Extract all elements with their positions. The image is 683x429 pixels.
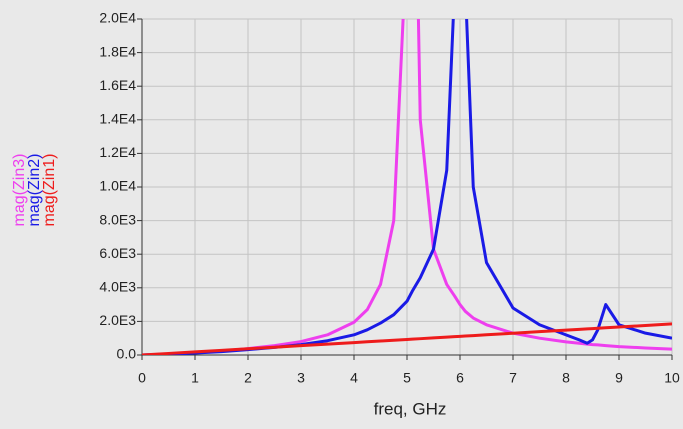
y-tick-label: 2.0E4 <box>99 10 136 26</box>
y-tick-label: 1.8E4 <box>99 43 136 59</box>
series-line <box>142 322 672 355</box>
x-tick-label: 0 <box>138 370 146 386</box>
grid <box>137 18 673 360</box>
y-tick-label: 6.0E3 <box>99 245 136 261</box>
y-tick-label: 1.0E4 <box>99 178 136 194</box>
legend-label: mag(Zin1) <box>41 154 58 227</box>
y-tick-label: 1.4E4 <box>99 111 136 127</box>
x-tick-label: 2 <box>244 370 252 386</box>
legend-label: mag(Zin3) <box>11 154 28 227</box>
x-tick-label: 10 <box>664 370 680 386</box>
x-tick-label: 6 <box>456 370 464 386</box>
y-tick-label: 4.0E3 <box>99 279 136 295</box>
x-tick-label: 8 <box>562 370 570 386</box>
y-tick-label: 8.0E3 <box>99 211 136 227</box>
x-tick-label: 5 <box>403 370 411 386</box>
y-tick-label: 1.6E4 <box>99 77 136 93</box>
x-tick-label: 1 <box>191 370 199 386</box>
x-tick-label: 4 <box>350 370 358 386</box>
x-tick-label: 9 <box>615 370 623 386</box>
y-tick-label: 2.0E3 <box>99 312 136 328</box>
plot-area <box>142 19 672 355</box>
x-axis-label: freq, GHz <box>374 399 447 418</box>
x-tick-label: 3 <box>297 370 305 386</box>
series-line <box>142 19 672 355</box>
y-tick-label: 1.2E4 <box>99 144 136 160</box>
legend-label: mag(Zin2) <box>26 154 43 227</box>
y-tick-label: 0.0 <box>117 346 137 362</box>
x-tick-label: 7 <box>509 370 517 386</box>
